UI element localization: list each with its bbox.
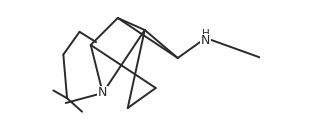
Text: N: N — [98, 86, 107, 100]
Text: H: H — [202, 29, 210, 39]
Text: N: N — [201, 34, 211, 47]
